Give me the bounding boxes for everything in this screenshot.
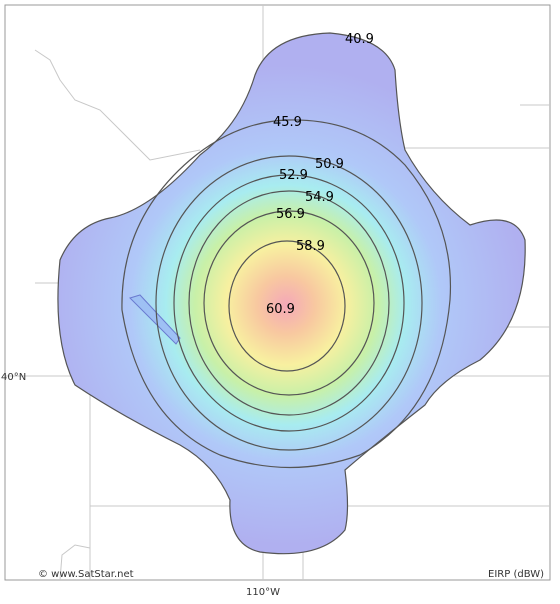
longitude-label: 110°W xyxy=(246,587,280,598)
credit: © www.SatStar.net xyxy=(38,569,134,580)
contour-label: 40.9 xyxy=(345,32,374,47)
contour-label: 45.9 xyxy=(273,115,302,130)
contour-lines xyxy=(121,119,452,469)
contour-label: 58.9 xyxy=(296,239,325,254)
contour-label: 60.9 xyxy=(266,302,295,317)
contour-label: 52.9 xyxy=(279,168,308,183)
legend-unit: EIRP (dBW) xyxy=(488,569,544,580)
contour-label: 56.9 xyxy=(276,207,305,222)
lake xyxy=(129,294,181,345)
contour-label: 50.9 xyxy=(315,157,344,172)
latitude-label: 40°N xyxy=(1,372,26,383)
contour-label: 54.9 xyxy=(305,190,334,205)
beam-footprint xyxy=(57,32,526,555)
contour-labels: 40.9 45.9 50.9 52.9 54.9 56.9 58.9 60.9 xyxy=(266,32,374,317)
